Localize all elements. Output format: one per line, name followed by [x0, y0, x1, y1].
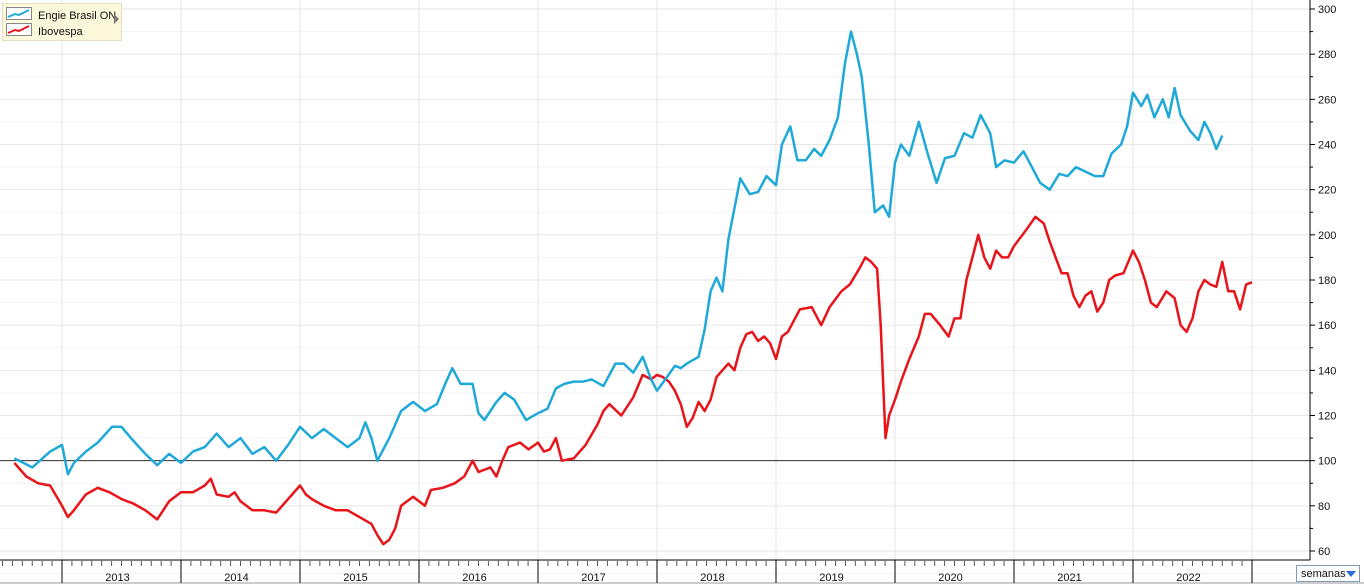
- x-tick-label: 2013: [105, 572, 129, 584]
- x-axis: 2013 2014 2015 2016 2017 2018 2019 2020 2021 2022: [0, 559, 1364, 584]
- chart-legend[interactable]: Engie Brasil ON Ibovespa: [2, 3, 122, 41]
- y-tick-label: 260: [1318, 94, 1336, 106]
- y-tick-label: 120: [1318, 411, 1336, 423]
- y-tick-label: 240: [1318, 140, 1336, 152]
- y-tick-label: 220: [1318, 185, 1336, 197]
- x-tick-label: 2018: [700, 572, 724, 584]
- x-tick-label: 2019: [819, 572, 843, 584]
- series-layer: [13, 30, 1253, 546]
- y-tick-label: 200: [1318, 230, 1336, 242]
- legend-label-engie: Engie Brasil ON: [38, 10, 117, 22]
- period-select-value: semanas: [1301, 568, 1346, 580]
- period-select[interactable]: semanas: [1296, 565, 1360, 582]
- legend-label-ibovespa: Ibovespa: [38, 26, 83, 38]
- legend-item-ibovespa[interactable]: Ibovespa: [6, 23, 83, 38]
- y-tick-label: 100: [1318, 456, 1336, 468]
- legend-expand-icon[interactable]: [114, 14, 119, 24]
- y-tick-label: 60: [1318, 546, 1330, 558]
- line-swatch-icon: [6, 23, 32, 36]
- chart-grid: [0, 0, 1310, 575]
- y-tick-label: 140: [1318, 365, 1336, 377]
- x-tick-label: 2017: [581, 572, 605, 584]
- x-tick-label: 2015: [343, 572, 367, 584]
- line-swatch-icon: [6, 7, 32, 20]
- chevron-down-icon: [1346, 571, 1356, 577]
- y-tick-label: 300: [1318, 4, 1336, 16]
- x-tick-label: 2016: [462, 572, 486, 584]
- series-line-engie-brasil-on: [13, 30, 1224, 476]
- y-tick-label: 180: [1318, 275, 1336, 287]
- x-tick-label: 2021: [1057, 572, 1081, 584]
- y-tick-label: 80: [1318, 501, 1330, 513]
- series-line-ibovespa: [13, 215, 1253, 546]
- y-tick-label: 280: [1318, 49, 1336, 61]
- x-tick-label: 2014: [224, 572, 248, 584]
- x-tick-label: 2022: [1176, 572, 1200, 584]
- y-tick-label: 160: [1318, 320, 1336, 332]
- legend-item-engie[interactable]: Engie Brasil ON: [6, 7, 116, 22]
- y-axis: 60 80 100 120 140 160 180 200 220 240 260 280 300: [1309, 0, 1336, 575]
- x-tick-label: 2020: [938, 572, 962, 584]
